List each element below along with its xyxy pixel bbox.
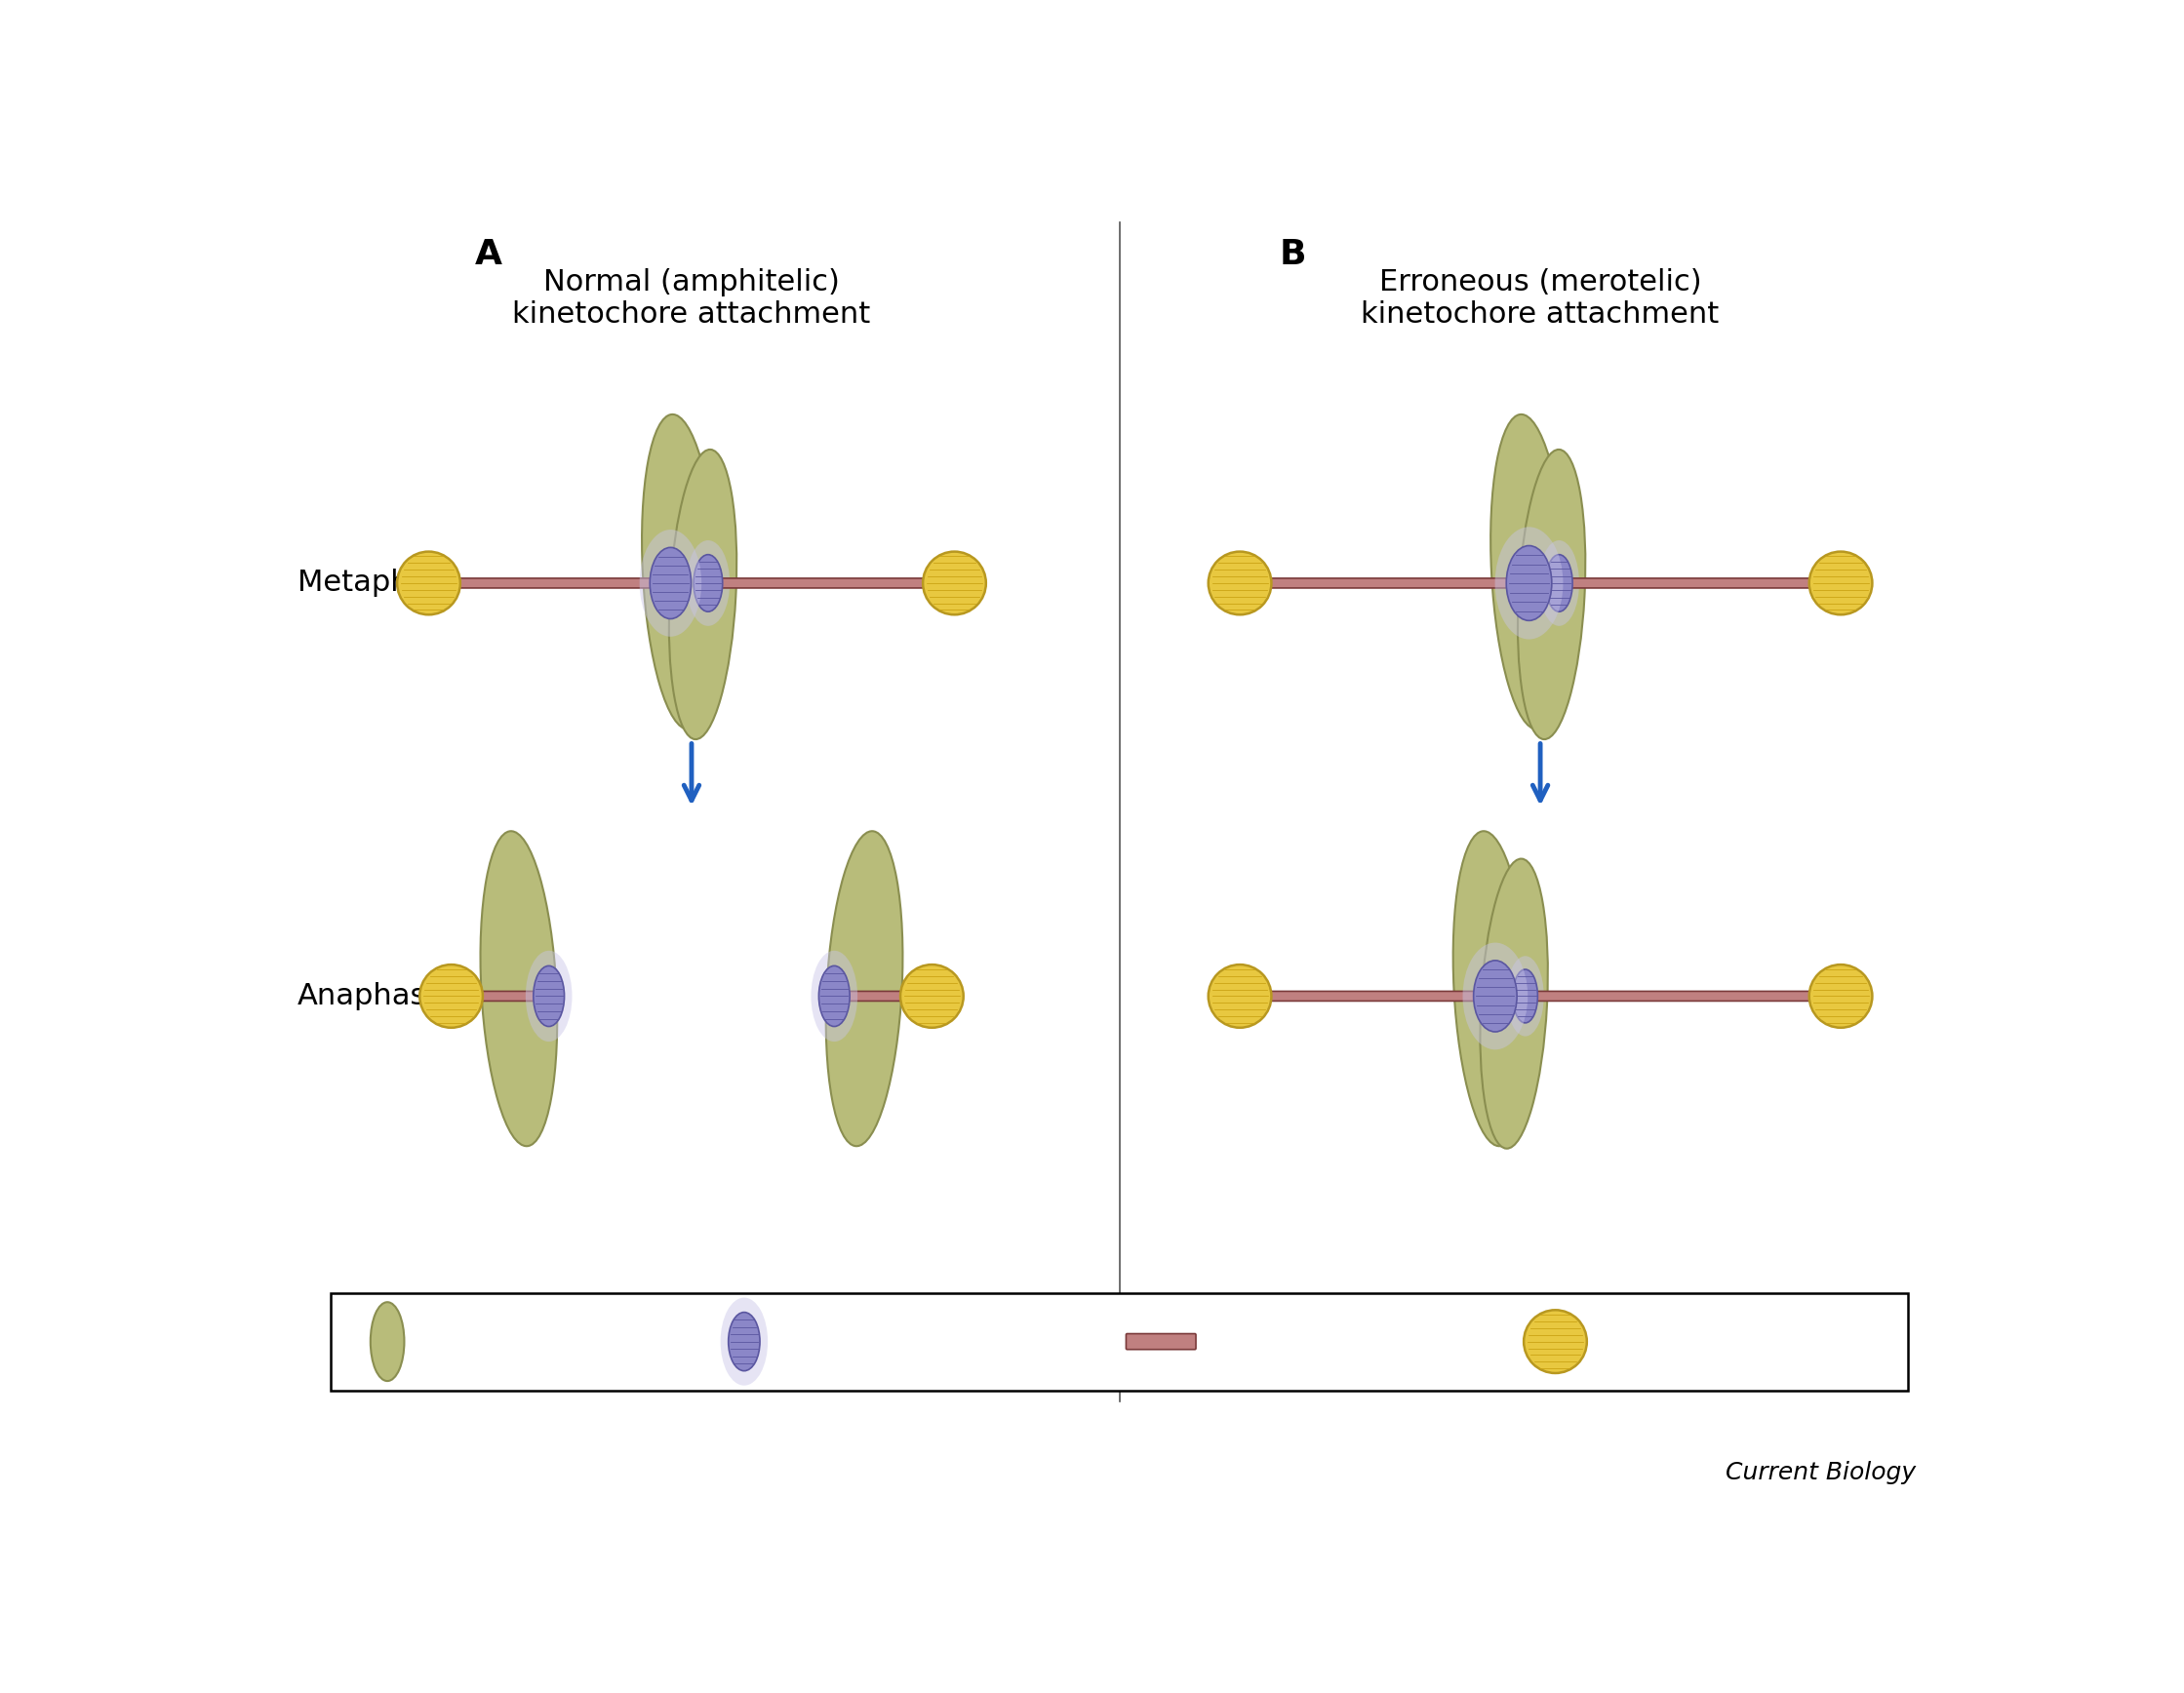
Ellipse shape [419,965,483,1028]
Ellipse shape [651,547,690,620]
FancyBboxPatch shape [1516,992,1811,1001]
Text: Kinetochore: Kinetochore [775,1327,937,1354]
Ellipse shape [924,552,985,615]
Ellipse shape [695,555,723,611]
FancyBboxPatch shape [1271,992,1474,1001]
Text: Erroneous (merotelic)
kinetochore attachment: Erroneous (merotelic) kinetochore attach… [1361,267,1719,328]
Ellipse shape [1524,1310,1588,1373]
FancyBboxPatch shape [332,1293,1909,1390]
FancyBboxPatch shape [1271,579,1507,587]
Text: Normal (amphitelic)
kinetochore attachment: Normal (amphitelic) kinetochore attachme… [513,267,871,328]
Ellipse shape [1540,540,1579,626]
Text: Current Biology: Current Biology [1725,1461,1915,1485]
Ellipse shape [1808,552,1872,615]
FancyBboxPatch shape [1551,579,1811,587]
Ellipse shape [1463,943,1529,1050]
Ellipse shape [1808,965,1872,1028]
Ellipse shape [642,415,719,730]
Ellipse shape [721,1297,769,1385]
Ellipse shape [526,951,572,1041]
Ellipse shape [668,450,736,740]
Ellipse shape [900,965,963,1028]
Text: Metaphase: Metaphase [297,569,461,598]
Ellipse shape [1518,450,1586,740]
Ellipse shape [819,965,850,1026]
Ellipse shape [686,540,729,626]
Ellipse shape [826,831,902,1146]
FancyBboxPatch shape [850,992,902,1001]
Ellipse shape [533,965,563,1026]
FancyBboxPatch shape [721,579,924,587]
Ellipse shape [810,951,858,1041]
Text: Anaphase: Anaphase [297,982,446,1011]
Ellipse shape [1208,552,1271,615]
Ellipse shape [480,831,557,1146]
Ellipse shape [640,530,701,637]
Ellipse shape [1208,965,1271,1028]
Ellipse shape [1507,957,1544,1036]
Ellipse shape [1514,970,1538,1023]
Text: B: B [1280,237,1306,271]
FancyBboxPatch shape [459,579,651,587]
Text: A: A [476,237,502,271]
Text: Microtubule: Microtubule [1206,1327,1365,1354]
Ellipse shape [1452,831,1529,1146]
Ellipse shape [1492,415,1568,730]
Ellipse shape [1507,545,1553,621]
FancyBboxPatch shape [1127,1334,1197,1349]
Ellipse shape [1474,960,1518,1031]
Text: Chromosome: Chromosome [422,1327,601,1354]
FancyBboxPatch shape [483,992,535,1001]
Ellipse shape [1546,555,1572,611]
Ellipse shape [371,1302,404,1381]
Ellipse shape [727,1312,760,1371]
Ellipse shape [397,552,461,615]
Ellipse shape [1481,858,1548,1148]
Text: Spindle pole body: Spindle pole body [1597,1327,1839,1354]
Ellipse shape [1494,527,1564,640]
